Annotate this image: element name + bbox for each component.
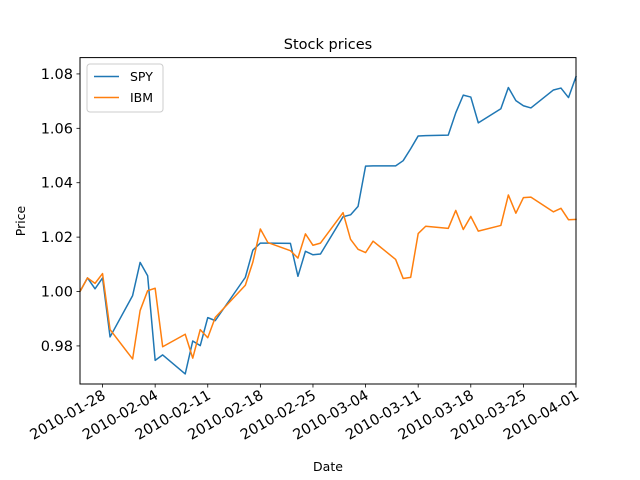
chart-title: Stock prices [284,37,372,53]
x-axis-label: Date [313,459,343,474]
x-axis: 2010-01-282010-02-042010-02-112010-02-18… [28,384,582,444]
y-tick-label: 0.98 [41,339,73,355]
series-line-ibm [78,194,577,360]
y-tick-label: 1.04 [41,176,73,192]
legend-label-ibm: IBM [130,90,153,105]
series-line-spy [78,75,577,375]
legend: SPY IBM [86,63,164,113]
y-tick-label: 1.00 [41,285,73,301]
y-tick-label: 1.02 [41,230,73,246]
plot-frame [79,57,577,385]
legend-label-spy: SPY [130,69,153,84]
y-tick-label: 1.06 [41,121,73,137]
y-axis-label: Price [13,205,28,236]
y-axis: 0.98 1.00 1.02 1.04 1.06 1.08 [41,67,80,355]
plot-lines [78,75,577,375]
y-tick-label: 1.08 [41,67,73,83]
